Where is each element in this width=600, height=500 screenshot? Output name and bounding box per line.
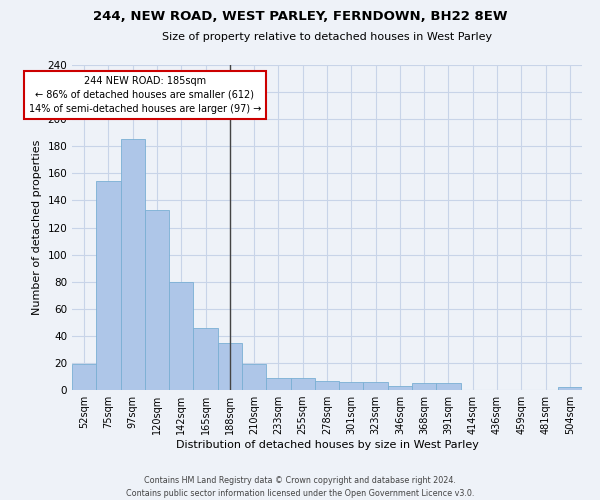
Bar	[96, 182, 121, 390]
Bar	[315, 380, 339, 390]
Bar	[364, 382, 388, 390]
Text: 244 NEW ROAD: 185sqm
← 86% of detached houses are smaller (612)
14% of semi-deta: 244 NEW ROAD: 185sqm ← 86% of detached h…	[29, 76, 261, 114]
Text: Contains HM Land Registry data © Crown copyright and database right 2024.
Contai: Contains HM Land Registry data © Crown c…	[126, 476, 474, 498]
Bar	[558, 388, 582, 390]
Bar	[193, 328, 218, 390]
Bar	[72, 364, 96, 390]
Y-axis label: Number of detached properties: Number of detached properties	[32, 140, 42, 315]
Bar	[290, 378, 315, 390]
Bar	[388, 386, 412, 390]
Bar	[412, 383, 436, 390]
Bar	[339, 382, 364, 390]
Bar	[169, 282, 193, 390]
Bar	[436, 383, 461, 390]
Text: 244, NEW ROAD, WEST PARLEY, FERNDOWN, BH22 8EW: 244, NEW ROAD, WEST PARLEY, FERNDOWN, BH…	[93, 10, 507, 23]
Bar	[121, 140, 145, 390]
Bar	[242, 364, 266, 390]
Title: Size of property relative to detached houses in West Parley: Size of property relative to detached ho…	[162, 32, 492, 42]
X-axis label: Distribution of detached houses by size in West Parley: Distribution of detached houses by size …	[176, 440, 478, 450]
Bar	[145, 210, 169, 390]
Bar	[218, 342, 242, 390]
Bar	[266, 378, 290, 390]
